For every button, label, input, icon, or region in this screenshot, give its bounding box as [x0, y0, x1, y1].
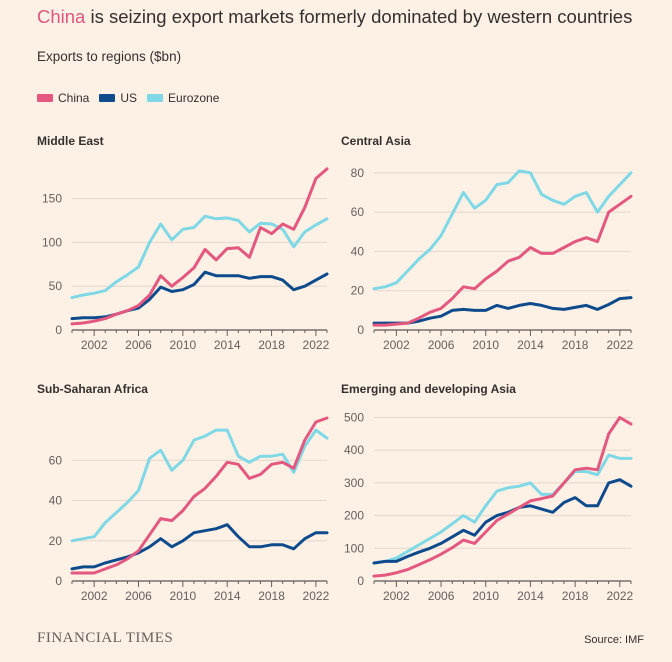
x-tick-label-2014: 2014 — [214, 589, 241, 603]
y-tick-label-20: 20 — [49, 534, 63, 548]
legend-swatch-china — [37, 94, 53, 102]
panel-title: Middle East — [37, 134, 104, 148]
legend-label-china: China — [58, 91, 90, 105]
panel-title: Central Asia — [341, 134, 411, 148]
x-tick-label-2018: 2018 — [562, 338, 589, 352]
x-tick-label-2006: 2006 — [428, 338, 455, 352]
x-tick-label-2022: 2022 — [303, 338, 330, 352]
chart-title: China is seizing export markets formerly… — [37, 6, 632, 28]
y-tick-label-100: 100 — [42, 235, 62, 249]
panel-title: Emerging and developing Asia — [341, 382, 516, 396]
legend-swatch-us — [99, 94, 116, 102]
y-tick-label-60: 60 — [351, 205, 365, 219]
series-lines — [372, 169, 633, 327]
panel-central-asia: Central Asia 0 20 40 60 80 2002 2006 2010 2014 201… — [341, 134, 633, 352]
x-tick-label-2002: 2002 — [383, 589, 410, 603]
series-line-china — [70, 416, 329, 575]
x-tick-label-2006: 2006 — [125, 589, 152, 603]
y-tick-label-40: 40 — [49, 494, 63, 508]
x-tick-label-2022: 2022 — [303, 589, 330, 603]
legend-item-eurozone: Eurozone — [147, 91, 219, 105]
x-tick-label-2018: 2018 — [562, 589, 589, 603]
legend-label-us: US — [120, 91, 138, 105]
y-tick-label-0: 0 — [357, 574, 364, 588]
series-line-china — [372, 416, 633, 578]
series-line-us — [372, 296, 633, 325]
y-tick-label-150: 150 — [42, 192, 62, 206]
x-tick-label-2010: 2010 — [170, 338, 197, 352]
series-lines — [372, 416, 633, 578]
x-tick-label-2006: 2006 — [428, 589, 455, 603]
y-tick-label-80: 80 — [351, 166, 365, 180]
x-tick-label-2022: 2022 — [606, 589, 633, 603]
series-line-us — [70, 523, 329, 571]
y-tick-label-20: 20 — [351, 284, 365, 298]
ft-logo: FINANCIAL TIMES — [37, 630, 174, 646]
y-tick-label-200: 200 — [344, 509, 364, 523]
series-line-eurozone — [372, 169, 633, 291]
series-line-eurozone — [70, 428, 329, 543]
panel-sub-saharan-africa: Sub-Saharan Africa 0 20 40 60 2002 2006 2010 201… — [37, 382, 330, 603]
y-tick-label-400: 400 — [344, 443, 364, 457]
panel-emerging-developing-asia: Emerging and developing Asia 0 100 200 300 40… — [341, 382, 633, 603]
series-line-us — [70, 270, 329, 321]
source-note: Source: IMF — [584, 634, 644, 646]
legend-item-us: US — [99, 91, 137, 105]
y-tick-label-60: 60 — [49, 453, 63, 467]
x-tick-label-2018: 2018 — [258, 338, 285, 352]
panel-title: Sub-Saharan Africa — [37, 382, 148, 396]
x-tick-label-2010: 2010 — [472, 338, 499, 352]
series-lines — [70, 416, 329, 575]
chart-subtitle: Exports to regions ($bn) — [37, 49, 182, 64]
x-tick-label-2002: 2002 — [81, 338, 108, 352]
x-tick-label-2014: 2014 — [517, 338, 544, 352]
y-tick-label-40: 40 — [351, 244, 365, 258]
y-tick-label-0: 0 — [55, 323, 62, 337]
legend-item-china: China — [37, 91, 89, 105]
title-highlight: China — [37, 6, 86, 27]
x-tick-label-2010: 2010 — [170, 589, 197, 603]
series-line-eurozone — [70, 214, 329, 300]
x-tick-label-2010: 2010 — [472, 589, 499, 603]
series-line-china — [372, 194, 633, 327]
y-tick-label-0: 0 — [357, 323, 364, 337]
panel-middle-east: Middle East 0 50 100 150 2002 2006 2010 2014 2018… — [37, 134, 330, 352]
title-rest: is seizing export markets formerly domin… — [85, 6, 633, 27]
y-tick-label-100: 100 — [344, 541, 364, 555]
legend-swatch-eurozone — [147, 94, 164, 102]
x-tick-label-2002: 2002 — [383, 338, 410, 352]
legend-label-eurozone: Eurozone — [168, 91, 220, 105]
y-tick-label-500: 500 — [344, 411, 364, 425]
x-tick-label-2014: 2014 — [214, 338, 241, 352]
legend: China US Eurozone — [37, 91, 229, 105]
x-tick-label-2014: 2014 — [517, 589, 544, 603]
x-tick-label-2018: 2018 — [258, 589, 285, 603]
series-lines — [70, 167, 329, 326]
y-tick-label-50: 50 — [49, 279, 63, 293]
x-tick-label-2022: 2022 — [606, 338, 633, 352]
series-line-china — [70, 167, 329, 326]
series-line-eurozone — [372, 453, 633, 565]
y-tick-label-0: 0 — [55, 574, 62, 588]
series-line-us — [372, 478, 633, 565]
x-tick-label-2002: 2002 — [81, 589, 108, 603]
x-tick-label-2006: 2006 — [125, 338, 152, 352]
y-tick-label-300: 300 — [344, 476, 364, 490]
